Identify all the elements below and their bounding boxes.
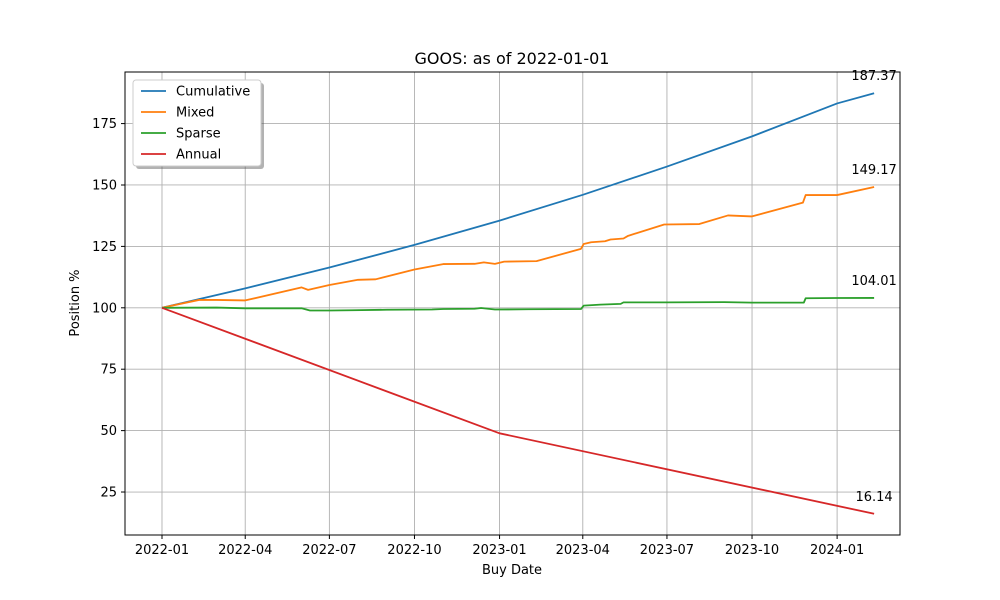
plot-frame bbox=[124, 71, 901, 536]
y-tick-label: 25 bbox=[100, 486, 117, 501]
x-tick-label: 2022-07 bbox=[302, 543, 356, 558]
legend-label-mixed: Mixed bbox=[176, 106, 214, 121]
x-tick-label: 2024-01 bbox=[810, 543, 864, 558]
x-axis-label: Buy Date bbox=[482, 563, 542, 578]
x-tick-label: 2023-10 bbox=[725, 543, 779, 558]
legend-label-annual: Annual bbox=[176, 148, 221, 163]
end-label-mixed: 149.17 bbox=[851, 163, 897, 178]
y-tick-label: 100 bbox=[92, 301, 117, 316]
x-tick-label: 2022-01 bbox=[135, 543, 189, 558]
legend-label-cumulative: Cumulative bbox=[176, 85, 250, 100]
x-tick-label: 2022-10 bbox=[387, 543, 441, 558]
x-tick-label: 2023-01 bbox=[472, 543, 526, 558]
y-tick-label: 75 bbox=[100, 363, 117, 378]
series-lines bbox=[161, 92, 875, 515]
y-axis-ticks: 25 50 75 100 125 150 175 bbox=[92, 117, 125, 501]
series-line-mixed bbox=[161, 186, 875, 309]
x-axis-ticks: 2022-01 2022-04 2022-07 2022-10 2023-01 2023-… bbox=[135, 535, 864, 558]
x-tick-label: 2023-04 bbox=[556, 543, 610, 558]
series-line-annual bbox=[161, 306, 875, 515]
end-label-cumulative: 187.37 bbox=[851, 69, 897, 84]
end-label-sparse: 104.01 bbox=[851, 274, 897, 289]
y-tick-label: 50 bbox=[100, 424, 117, 439]
series-line-sparse bbox=[161, 297, 875, 312]
legend-label-sparse: Sparse bbox=[176, 127, 221, 142]
series-line-cumulative bbox=[161, 92, 875, 309]
legend-items: Cumulative Mixed Sparse Annual bbox=[141, 85, 250, 163]
legend-box bbox=[132, 79, 262, 167]
y-tick-label: 150 bbox=[92, 178, 117, 193]
y-axis-label: Position % bbox=[68, 269, 83, 336]
y-tick-label: 175 bbox=[92, 117, 117, 132]
chart-title: GOOS: as of 2022-01-01 bbox=[415, 49, 610, 68]
y-tick-label: 125 bbox=[92, 240, 117, 255]
x-tick-label: 2022-04 bbox=[218, 543, 272, 558]
x-tick-label: 2023-07 bbox=[640, 543, 694, 558]
end-value-labels: 187.37 149.17 104.01 16.14 bbox=[851, 69, 897, 505]
legend: Cumulative Mixed Sparse Annual bbox=[132, 79, 264, 169]
end-label-annual: 16.14 bbox=[855, 490, 892, 505]
